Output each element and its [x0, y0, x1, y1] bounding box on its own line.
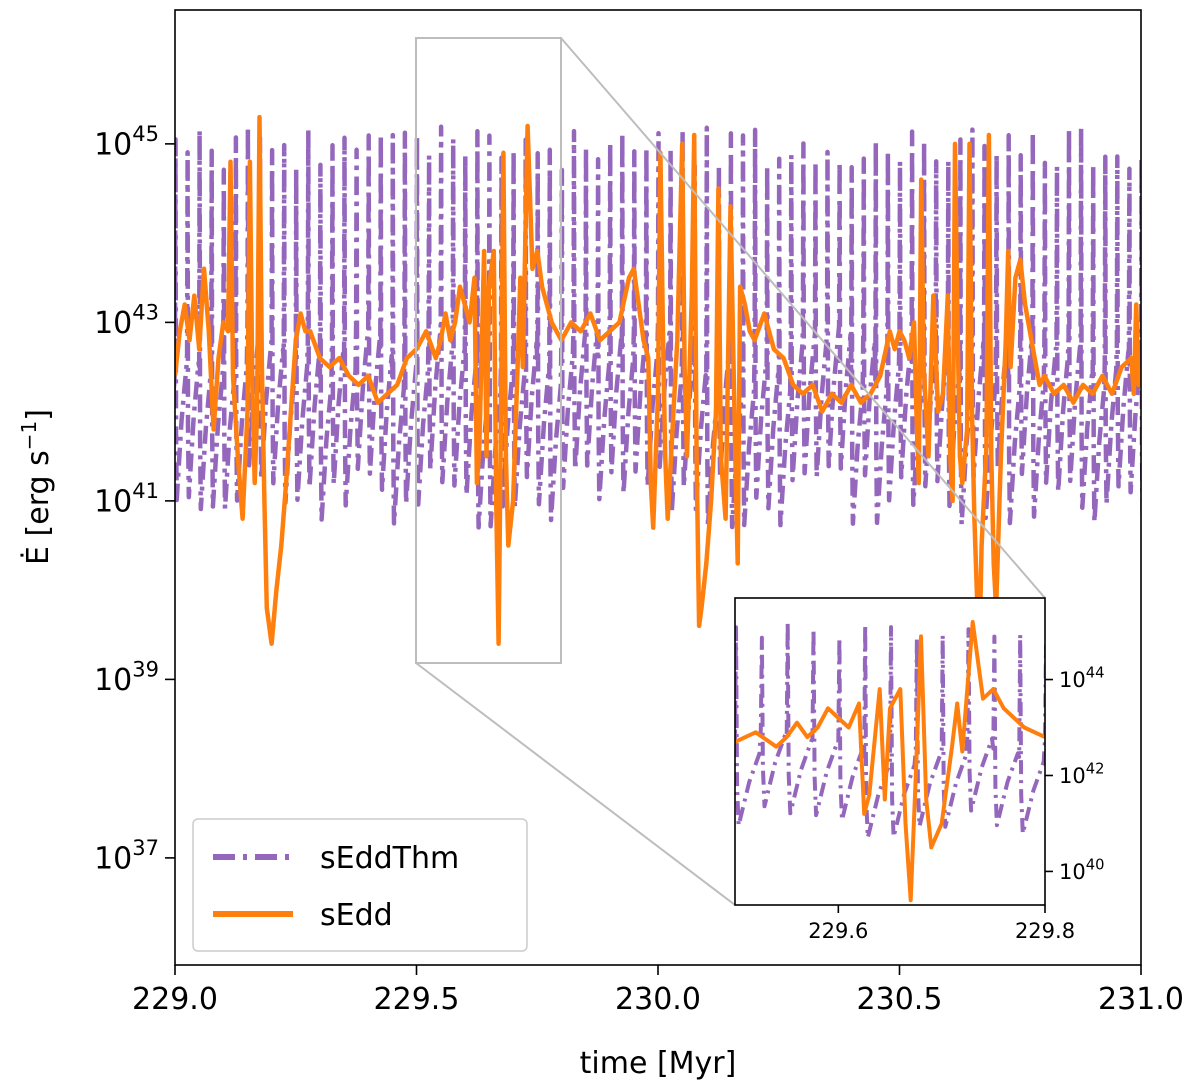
inset-x-axis: 229.6 229.8	[808, 905, 1075, 943]
x-tick-label: 229.8	[1015, 919, 1075, 943]
main-series-layer	[175, 114, 1141, 664]
y-tick-label: 1044	[1059, 664, 1104, 691]
x-tick-label: 229.0	[132, 982, 218, 1017]
x-tick-label: 230.5	[857, 982, 943, 1017]
zoom-connector-bottom	[415, 662, 736, 906]
inset-sEddThm-series	[735, 620, 1045, 840]
inset-series-layer	[735, 620, 1045, 903]
svg-text:Ė [erg s−1]: Ė [erg s−1]	[17, 409, 56, 565]
y-tick-label: 1043	[94, 300, 159, 341]
sEddThm-line	[175, 124, 1141, 530]
legend-label-sEddThm: sEddThm	[320, 841, 459, 876]
y-axis-label-main: Ė [erg s	[20, 450, 56, 565]
y-tick-label: 1037	[94, 836, 159, 877]
x-tick-label: 230.0	[615, 982, 701, 1017]
legend-frame	[192, 818, 528, 952]
main-sEddThm-series	[175, 124, 1141, 530]
y-tick-label: 1039	[94, 657, 159, 698]
x-tick-label: 229.5	[374, 982, 460, 1017]
inset-plot: 229.6 229.8 1040 1042 1044	[734, 597, 1104, 943]
y-axis-label-close: ]	[21, 409, 56, 421]
main-y-axis: 1037 1039 1041 1043 1045	[94, 122, 175, 877]
sEddThm-line	[735, 620, 1045, 840]
sEdd-line	[175, 114, 1141, 664]
legend: sEddThm sEdd	[192, 818, 528, 952]
zoom-indicator	[415, 37, 1046, 906]
legend-label-sEdd: sEdd	[320, 898, 393, 933]
y-tick-label: 1041	[94, 479, 159, 519]
y-tick-label: 1045	[94, 122, 159, 163]
zoom-region-box	[415, 37, 562, 664]
main-x-axis: 229.0 229.5 230.0 230.5 231.0	[132, 965, 1184, 1017]
y-axis-label-exp: −1	[17, 421, 41, 450]
x-tick-label: 229.6	[808, 919, 868, 943]
main-plot: 229.0 229.5 230.0 230.5 231.0 10371039104110…	[17, 9, 1184, 1081]
inset-plot-frame	[734, 597, 1046, 906]
main-sEdd-series	[175, 114, 1141, 664]
zoom-connector-top	[560, 37, 1046, 599]
inset-y-axis: 1040 1042 1044	[1045, 664, 1104, 884]
y-axis-label: Ė [erg s−1]	[17, 409, 56, 565]
y-tick-label: 1042	[1059, 760, 1104, 787]
y-tick-label: 1040	[1059, 856, 1104, 883]
x-axis-label: time [Myr]	[580, 1046, 737, 1081]
x-tick-label: 231.0	[1098, 982, 1184, 1017]
